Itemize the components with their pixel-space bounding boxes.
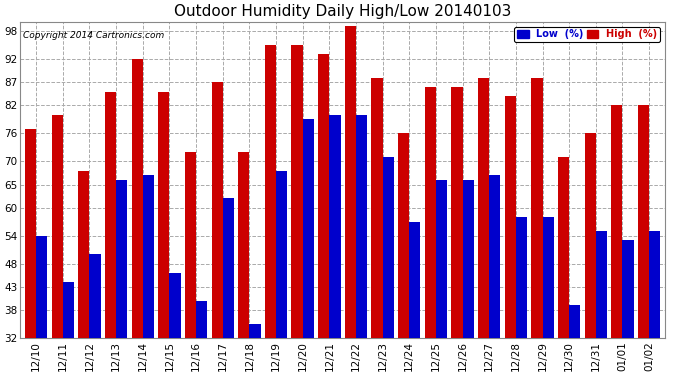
Bar [478, 78, 489, 338]
Title: Outdoor Humidity Daily High/Low 20140103: Outdoor Humidity Daily High/Low 20140103 [174, 4, 511, 19]
Bar [516, 217, 527, 338]
Bar [63, 282, 74, 338]
Bar [276, 171, 287, 338]
Bar [223, 198, 234, 338]
Bar [611, 105, 622, 338]
Bar [649, 231, 660, 338]
Bar [185, 152, 196, 338]
Bar [489, 175, 500, 338]
Bar [596, 231, 607, 338]
Bar [303, 119, 314, 338]
Bar [265, 45, 276, 338]
Bar [132, 59, 143, 338]
Bar [116, 180, 128, 338]
Bar [542, 217, 554, 338]
Text: Copyright 2014 Cartronics.com: Copyright 2014 Cartronics.com [23, 31, 165, 40]
Bar [90, 254, 101, 338]
Bar [52, 115, 63, 338]
Bar [584, 134, 596, 338]
Bar [36, 236, 48, 338]
Legend: Low  (%), High  (%): Low (%), High (%) [514, 27, 660, 42]
Bar [249, 324, 261, 338]
Bar [638, 105, 649, 338]
Bar [143, 175, 154, 338]
Bar [409, 222, 420, 338]
Bar [291, 45, 303, 338]
Bar [170, 273, 181, 338]
Bar [25, 129, 36, 338]
Bar [196, 301, 207, 338]
Bar [425, 87, 436, 338]
Bar [105, 92, 116, 338]
Bar [504, 96, 516, 338]
Bar [318, 54, 329, 338]
Bar [383, 157, 394, 338]
Bar [451, 87, 462, 338]
Bar [356, 115, 367, 338]
Bar [462, 180, 474, 338]
Bar [329, 115, 341, 338]
Bar [622, 240, 633, 338]
Bar [569, 306, 580, 338]
Bar [531, 78, 542, 338]
Bar [238, 152, 249, 338]
Bar [558, 157, 569, 338]
Bar [345, 26, 356, 338]
Bar [436, 180, 447, 338]
Bar [212, 82, 223, 338]
Bar [398, 134, 409, 338]
Bar [78, 171, 90, 338]
Bar [371, 78, 383, 338]
Bar [158, 92, 170, 338]
